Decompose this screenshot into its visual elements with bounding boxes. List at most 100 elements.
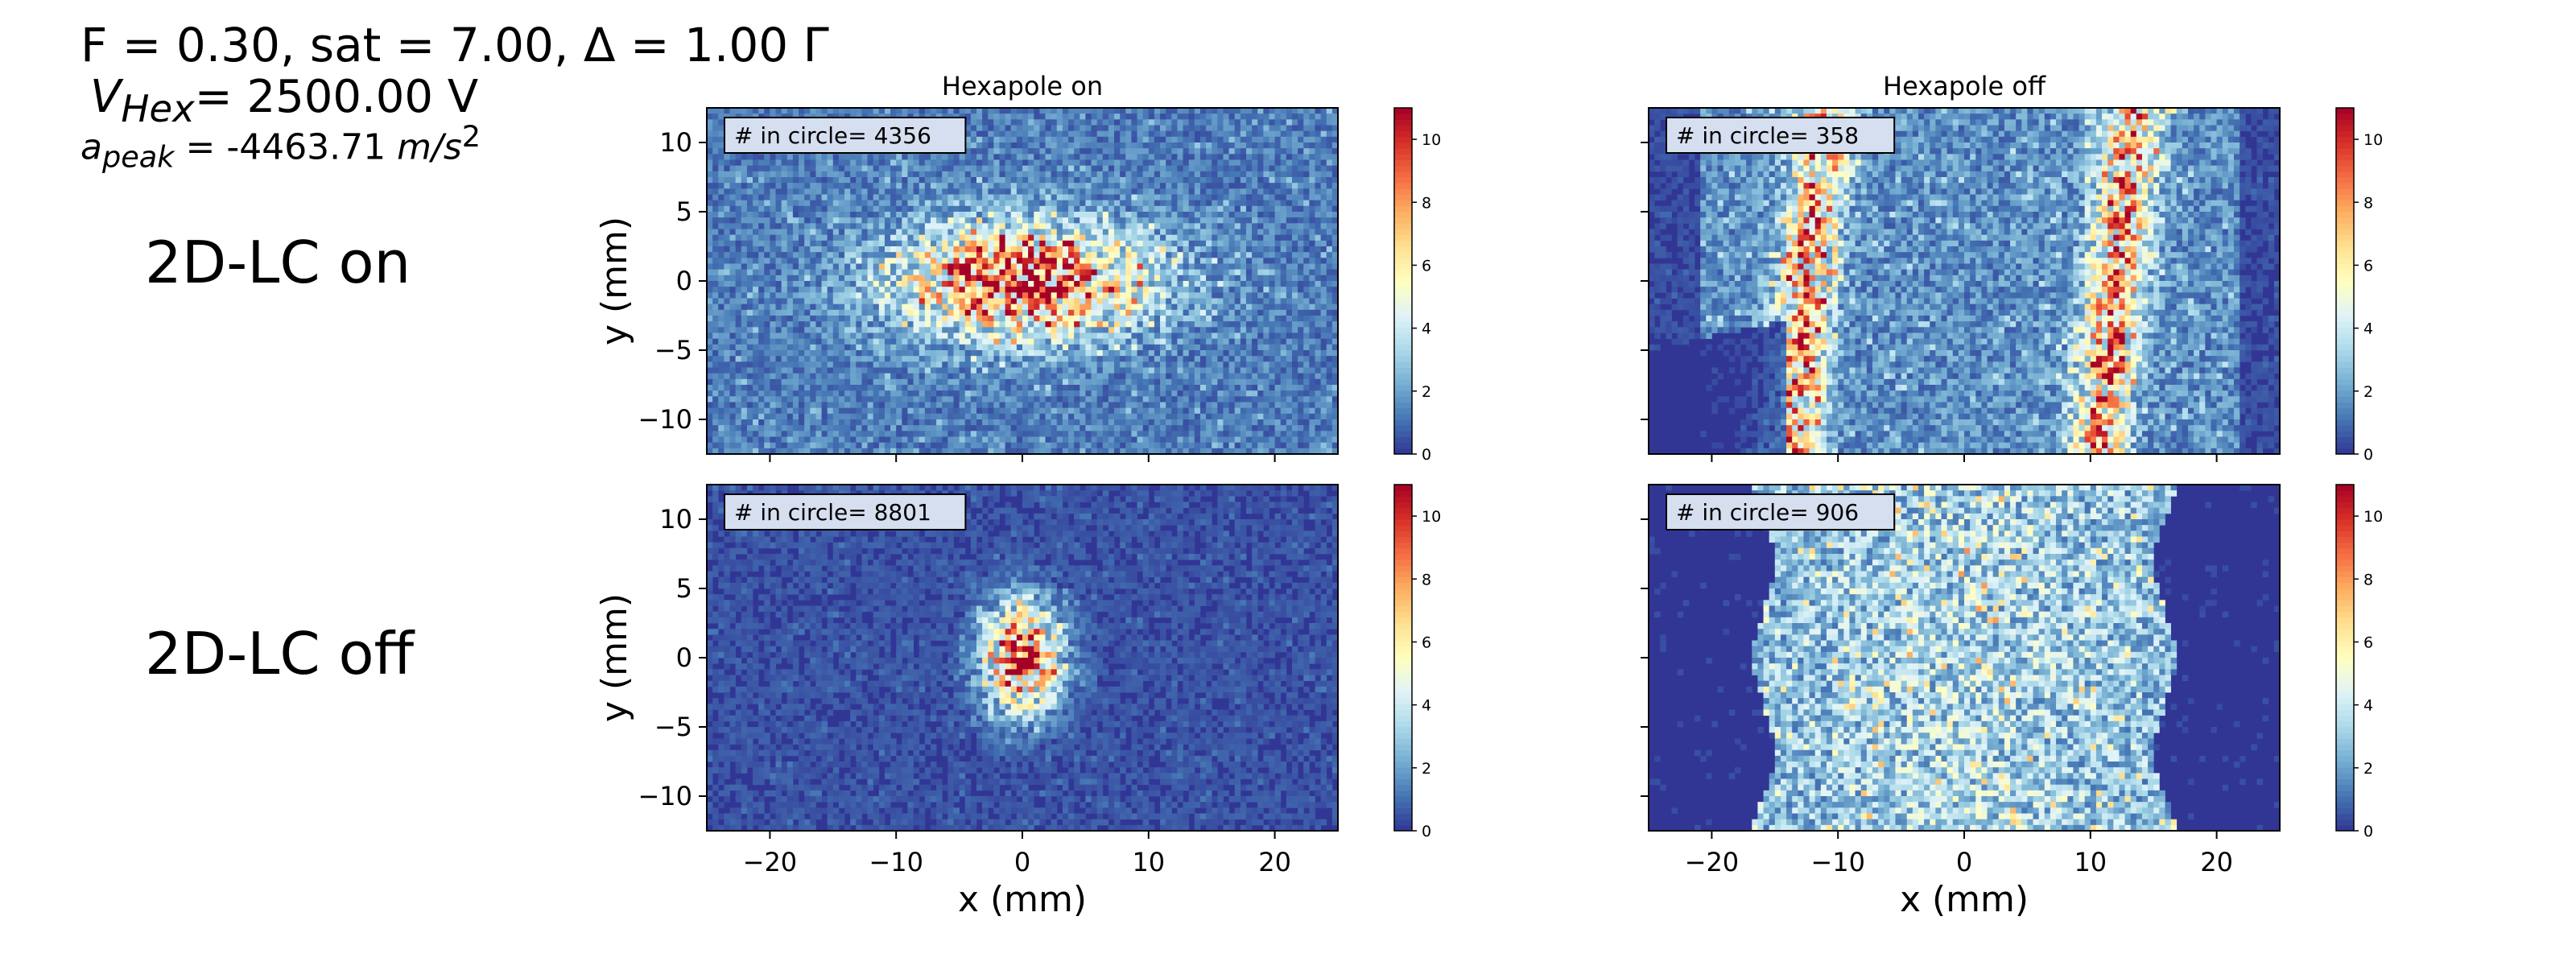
heatmap-cell <box>1229 264 1236 270</box>
heatmap-cell <box>1292 339 1298 345</box>
heatmap-cell <box>999 246 1005 253</box>
heatmap-cell <box>753 264 759 270</box>
heatmap-cell <box>953 304 960 311</box>
heatmap-cell <box>753 304 759 311</box>
heatmap-cell <box>1063 287 1069 293</box>
heatmap-cell <box>885 321 891 328</box>
heatmap-cell <box>822 229 828 236</box>
heatmap-cell <box>1046 200 1052 207</box>
heatmap-cell <box>896 327 902 333</box>
heatmap-cell <box>914 246 920 253</box>
heatmap-cell <box>1275 188 1282 195</box>
heatmap-cell <box>1257 183 1264 189</box>
heatmap-cell <box>1125 142 1132 149</box>
heatmap-cell <box>1160 217 1166 224</box>
heatmap-cell <box>1177 333 1183 340</box>
heatmap-cell <box>736 252 742 258</box>
heatmap-cell <box>747 166 753 172</box>
heatmap-cell <box>885 177 891 184</box>
heatmap-cell <box>1160 299 1166 305</box>
heatmap-cell <box>1143 223 1150 229</box>
heatmap-cell <box>1028 345 1034 351</box>
heatmap-cell <box>1080 333 1086 340</box>
heatmap-cell <box>976 252 983 258</box>
heatmap-cell <box>1092 275 1098 282</box>
heatmap-cell <box>1303 310 1310 316</box>
heatmap-cell <box>1028 310 1034 316</box>
heatmap-cell <box>1149 299 1155 305</box>
heatmap-cell <box>896 299 902 305</box>
heatmap-cell <box>1177 304 1183 311</box>
heatmap-cell <box>1137 119 1144 126</box>
heatmap-cell <box>1057 235 1063 242</box>
heatmap-cell <box>1303 345 1310 351</box>
heatmap-cell <box>1028 287 1034 293</box>
heatmap-cell <box>1286 316 1293 322</box>
heatmap-cell <box>1200 108 1207 114</box>
heatmap-cell <box>971 356 977 362</box>
heatmap-cell <box>1217 148 1224 155</box>
heatmap-cell <box>1171 177 1178 184</box>
heatmap-cell <box>1183 108 1190 114</box>
heatmap-cell <box>1200 246 1207 253</box>
heatmap-cell <box>856 183 862 189</box>
heatmap-cell <box>1034 310 1040 316</box>
heatmap-cell <box>1074 114 1080 120</box>
heatmap-cell <box>1154 292 1161 299</box>
heatmap-cell <box>1154 142 1161 149</box>
heatmap-cell <box>1269 281 1275 287</box>
heatmap-cell <box>947 299 954 305</box>
heatmap-cell <box>718 142 724 149</box>
heatmap-cell <box>1235 131 1241 138</box>
heatmap-cell <box>718 287 724 293</box>
heatmap-cell <box>856 217 862 224</box>
heatmap-cell <box>971 183 977 189</box>
heatmap-cell <box>712 212 719 218</box>
heatmap-cell <box>1085 299 1092 305</box>
heatmap-cell <box>942 160 948 167</box>
heatmap-cell <box>1269 177 1275 184</box>
heatmap-cell <box>844 310 851 316</box>
heatmap-cell <box>1189 212 1195 218</box>
heatmap-cell <box>1281 299 1287 305</box>
heatmap-cell <box>982 154 989 160</box>
heatmap-cell <box>1137 316 1144 322</box>
heatmap-cell <box>1120 270 1126 276</box>
heatmap-cell <box>1046 177 1052 184</box>
heatmap-cell <box>793 246 799 253</box>
heatmap-cell <box>822 321 828 328</box>
heatmap-cell <box>1022 154 1029 160</box>
heatmap-cell <box>1303 195 1310 201</box>
heatmap-cell <box>815 195 822 201</box>
heatmap-cell <box>868 350 874 357</box>
heatmap-cell <box>1039 299 1046 305</box>
heatmap-cell <box>988 142 994 149</box>
heatmap-cell <box>873 206 880 213</box>
heatmap-cell <box>1171 292 1178 299</box>
heatmap-cell <box>712 275 719 282</box>
heatmap-cell <box>1039 160 1046 167</box>
heatmap-cell <box>1068 229 1075 236</box>
heatmap-cell <box>1177 316 1183 322</box>
heatmap-cell <box>890 241 897 247</box>
heatmap-cell <box>1046 166 1052 172</box>
heatmap-cell <box>942 321 948 328</box>
heatmap-cell <box>885 292 891 299</box>
heatmap-cell <box>907 345 914 351</box>
heatmap-cell <box>976 154 983 160</box>
heatmap-cell <box>1149 356 1155 362</box>
heatmap-cell <box>907 310 914 316</box>
heatmap-cell <box>1269 310 1275 316</box>
heatmap-cell <box>953 310 960 316</box>
heatmap-cell <box>776 206 782 213</box>
heatmap-cell <box>1286 299 1293 305</box>
heatmap-cell <box>988 229 994 236</box>
heatmap-cell <box>1017 142 1023 149</box>
heatmap-cell <box>1046 206 1052 213</box>
heatmap-cell <box>931 183 937 189</box>
heatmap-cell <box>764 223 770 229</box>
heatmap-cell <box>770 310 776 316</box>
heatmap-cell <box>873 195 880 201</box>
heatmap-cell <box>971 275 977 282</box>
heatmap-cell <box>828 160 834 167</box>
